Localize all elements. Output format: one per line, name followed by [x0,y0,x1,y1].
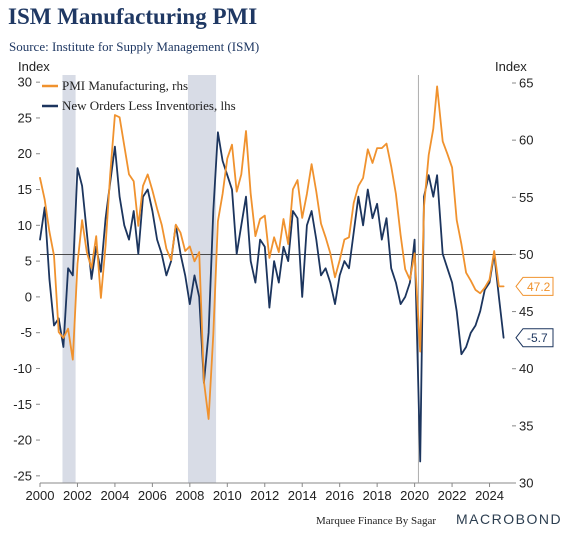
left-tick-label: 10 [18,218,32,233]
right-tick-label: 40 [519,361,533,376]
macrobond-logo: MACROBOND [456,511,563,527]
x-tick-label: 2010 [213,488,242,503]
right-tick-label: 65 [519,76,533,91]
x-tick-label: 2000 [26,488,55,503]
footer-credit: Marquee Finance By Sagar [316,515,437,527]
series-line-pmi [39,85,505,420]
x-tick-label: 2006 [138,488,167,503]
end-label-pmi: 47.2 [527,280,551,294]
recession-band [62,75,76,483]
end-label-box-new-orders [515,328,554,348]
chart-title: ISM Manufacturing PMI [8,4,258,29]
x-tick-label: 2020 [400,488,429,503]
x-tick-label: 2018 [363,488,392,503]
left-tick-label: -20 [13,433,32,448]
left-tick-label: -10 [13,361,32,376]
end-label-new-orders: -5.7 [527,331,548,345]
right-axis-title: Index [495,59,527,74]
left-tick-label: -15 [13,397,32,412]
grid [40,75,512,484]
series-lines [39,85,505,463]
x-tick-label: 2008 [175,488,204,503]
right-tick-label: 30 [519,476,533,491]
left-tick-label: 30 [18,75,32,90]
x-tick-label: 2016 [325,488,354,503]
left-axis-title: Index [18,59,50,74]
legend: PMI Manufacturing, rhs New Orders Less I… [42,78,236,113]
left-tick-label: 5 [25,254,32,269]
right-tick-label: 45 [519,304,533,319]
legend-label-new-orders: New Orders Less Inventories, lhs [62,98,236,113]
chart-subtitle: Source: Institute for Supply Management … [9,39,260,54]
end-label-box-pmi [515,276,554,296]
left-tick-label: 15 [18,182,32,197]
legend-label-pmi: PMI Manufacturing, rhs [62,78,188,93]
left-tick-label: 0 [25,289,32,304]
x-tick-label: 2002 [63,488,92,503]
right-tick-label: 55 [519,190,533,205]
left-tick-label: 20 [18,146,32,161]
x-tick-label: 2022 [438,488,467,503]
x-tick-label: 2014 [288,488,317,503]
recession-band [187,75,217,483]
left-tick-label: -25 [13,468,32,483]
right-tick-label: 60 [519,133,533,148]
x-tick-label: 2004 [100,488,129,503]
right-tick-label: 50 [519,247,533,262]
left-tick-label: -5 [20,325,32,340]
x-tick-label: 2012 [250,488,279,503]
axes: Index Index -25 -20 -15 -10 -5 0 5 10 15 20 25 30 30… [13,59,533,503]
end-labels: 47.2 -5.7 [515,276,554,348]
left-tick-label: 25 [18,110,32,125]
x-tick-label: 2024 [475,488,504,503]
right-tick-label: 35 [519,418,533,433]
